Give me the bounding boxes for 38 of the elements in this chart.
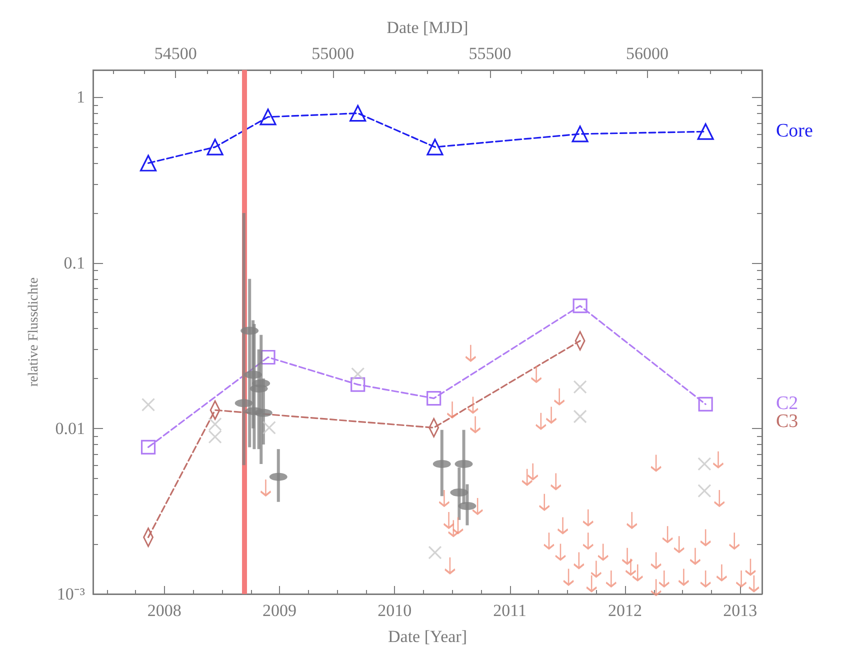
x-tick-label: 2009 xyxy=(262,601,297,620)
point xyxy=(698,484,712,498)
x-tick-label: 2010 xyxy=(378,601,412,620)
point xyxy=(351,367,365,381)
point xyxy=(141,398,156,412)
point xyxy=(350,104,366,122)
y-axis-title: relative Flussdichte xyxy=(26,277,42,387)
point xyxy=(428,546,442,560)
point xyxy=(426,390,442,406)
x-tick-label: 2012 xyxy=(608,601,642,620)
y-tick-label: 10⁻³ xyxy=(56,584,85,604)
x2-tick-label: 56000 xyxy=(626,44,668,63)
point xyxy=(426,138,444,156)
x-axis-title: Date [Year] xyxy=(388,627,467,646)
point xyxy=(206,138,224,156)
point xyxy=(260,108,276,126)
point xyxy=(573,410,587,424)
x-tick-label: 2008 xyxy=(147,601,182,620)
point xyxy=(697,123,714,140)
point xyxy=(140,154,157,172)
x2-tick-label: 55000 xyxy=(312,44,354,63)
x2-tick-label: 54500 xyxy=(154,44,197,63)
y-tick-label: 0.01 xyxy=(55,418,85,438)
text: Core xyxy=(776,120,813,142)
point xyxy=(140,440,156,454)
point xyxy=(350,377,366,392)
point xyxy=(698,396,713,412)
point xyxy=(572,126,588,142)
x2-axis-title: Date [MJD] xyxy=(386,18,468,37)
point xyxy=(262,420,276,434)
point xyxy=(698,457,712,471)
x-tick-label: 2011 xyxy=(493,601,527,620)
x2-tick-label: 55500 xyxy=(468,44,512,63)
y-tick-label: 1 xyxy=(76,88,85,107)
point xyxy=(573,380,587,394)
y-tick-label: 0.1 xyxy=(64,253,85,272)
x-tick-label: 2013 xyxy=(723,601,758,620)
point xyxy=(572,298,588,314)
